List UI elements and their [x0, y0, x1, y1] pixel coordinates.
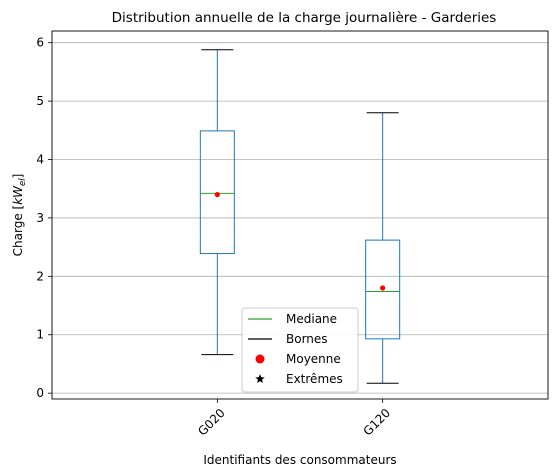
legend-swatch-star: [255, 374, 265, 384]
y-axis: 0 1 2 3 4 5 6: [36, 36, 52, 400]
box-g120: [365, 112, 401, 384]
legend-label: Mediane: [286, 312, 337, 326]
legend-swatch-dot: [255, 354, 265, 364]
legend-frame: [241, 307, 359, 393]
y-tick-label: 3: [36, 211, 44, 225]
y-tick-label: 2: [36, 269, 44, 283]
legend-label: Extrêmes: [286, 372, 343, 386]
box-g020: [199, 49, 235, 356]
mean-marker: [380, 285, 386, 291]
y-grid: [52, 42, 548, 394]
iqr-box: [365, 239, 401, 340]
x-tick-label: G020: [195, 406, 228, 439]
legend-label: Moyenne: [286, 352, 341, 366]
box-series: [199, 49, 401, 384]
y-tick-label: 1: [36, 328, 44, 342]
y-axis-label: Charge [kWel]: [11, 174, 28, 257]
chart-title: Distribution annuelle de la charge journ…: [112, 10, 497, 26]
y-tick-label: 5: [36, 94, 44, 108]
x-tick-label: G120: [361, 406, 394, 439]
legend-label: Bornes: [286, 332, 328, 346]
y-tick-label: 4: [36, 153, 44, 167]
x-axis: G020 G120: [195, 399, 393, 439]
plot-frame: [51, 30, 549, 400]
legend: Mediane Bornes Moyenne Extrêmes: [241, 307, 359, 393]
iqr-box: [199, 130, 235, 255]
x-axis-label: Identifiants des consommateurs: [203, 453, 396, 467]
mean-marker: [214, 191, 220, 198]
y-tick-label: 6: [36, 36, 44, 50]
y-tick-label: 0: [36, 386, 44, 400]
